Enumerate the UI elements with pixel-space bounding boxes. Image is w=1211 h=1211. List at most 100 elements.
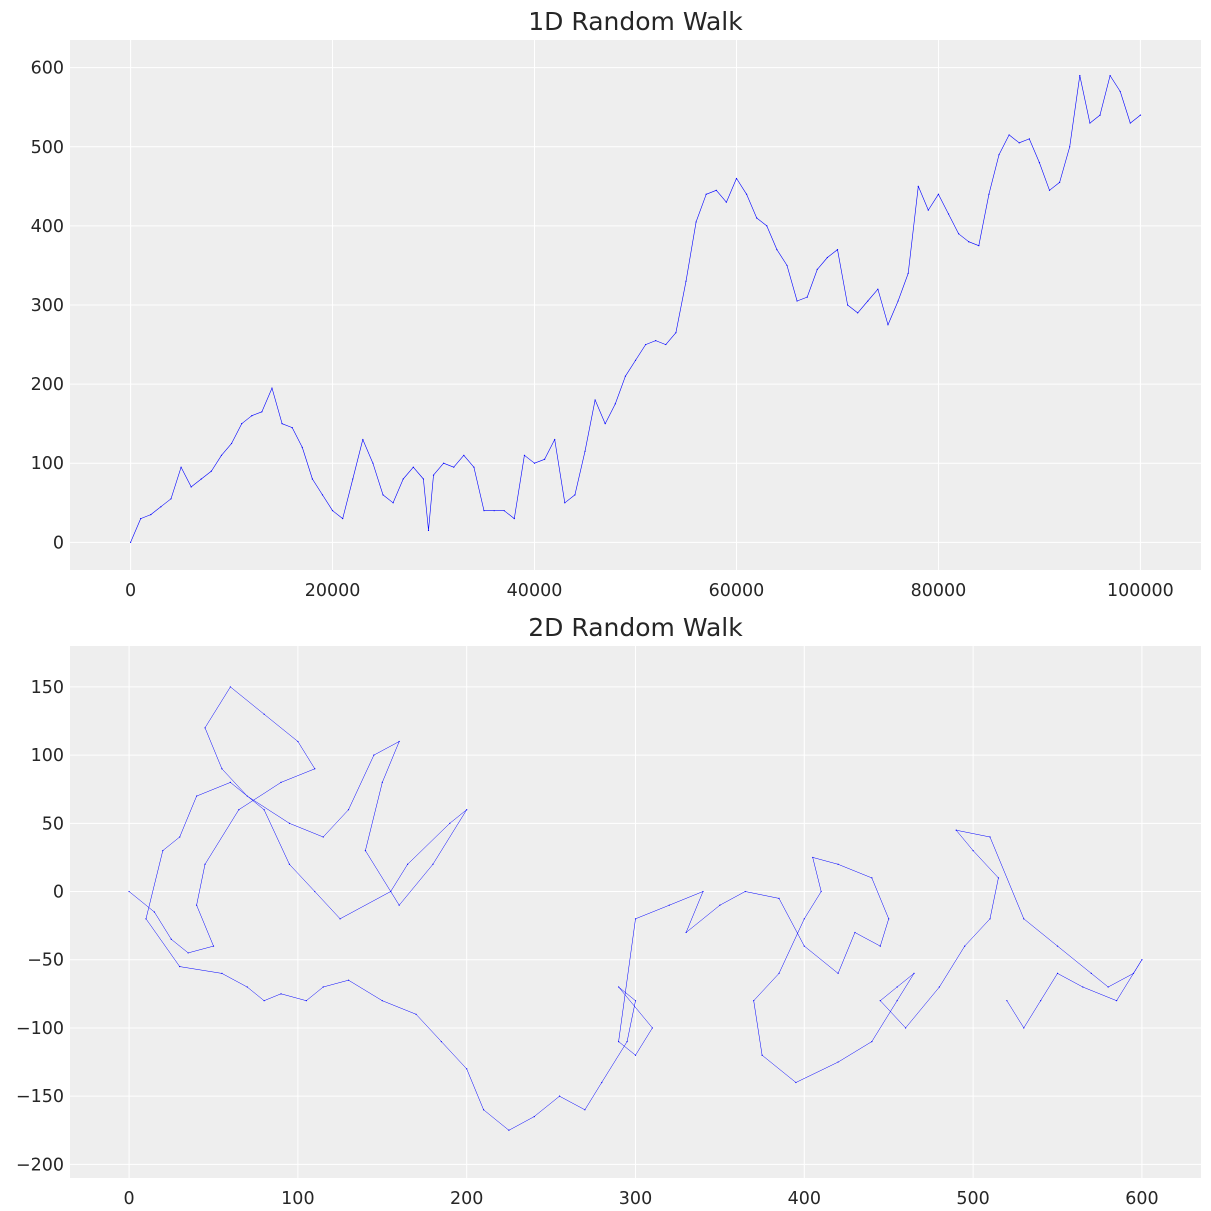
data-point [398, 904, 400, 906]
data-point [917, 185, 919, 187]
data-point [493, 510, 495, 512]
y-tick-label: 0 [53, 533, 64, 553]
x-tick-label: 200 [450, 1189, 483, 1209]
data-point [449, 822, 451, 824]
data-point [795, 1081, 797, 1084]
data-point [196, 904, 198, 906]
data-point [871, 877, 873, 879]
data-point [1018, 142, 1020, 144]
data-point [241, 423, 243, 425]
data-point [626, 1040, 628, 1043]
data-point [187, 952, 189, 954]
data-point [288, 822, 291, 824]
data-point [803, 945, 805, 947]
data-point [997, 877, 1000, 879]
data-point [311, 478, 313, 480]
data-point [372, 462, 374, 464]
data-point [989, 836, 991, 838]
data-point [473, 466, 475, 468]
data-point [261, 411, 263, 413]
data-point [422, 478, 425, 480]
data-point [803, 918, 805, 920]
data-point [339, 918, 341, 920]
data-point [212, 945, 215, 947]
data-point [618, 1040, 620, 1043]
data-point [140, 517, 142, 520]
x-tick-label: 500 [956, 1189, 989, 1209]
data-point [988, 193, 990, 195]
data-point [735, 177, 738, 180]
data-point [128, 890, 130, 893]
data-point [1109, 74, 1111, 77]
data-point [837, 972, 839, 974]
data-point [1089, 122, 1091, 124]
data-point [745, 193, 748, 195]
data-point [877, 288, 879, 290]
data-point [927, 209, 929, 211]
data-point [1008, 134, 1010, 136]
x-tick-label: 400 [788, 1189, 821, 1209]
data-point [440, 1040, 442, 1043]
data-point [1006, 1000, 1008, 1002]
data-point [364, 850, 367, 852]
data-point [896, 986, 898, 988]
data-point [190, 486, 192, 488]
data-point [904, 1027, 907, 1029]
data-point [897, 300, 899, 302]
data-point [508, 1129, 510, 1131]
data-point [806, 296, 808, 298]
data-point [443, 462, 445, 464]
data-point [665, 343, 667, 346]
data-point [1099, 114, 1101, 116]
y-tick-label: 400 [31, 217, 64, 237]
data-point [618, 986, 620, 988]
data-point [651, 1027, 653, 1029]
x-tick-label: 0 [124, 1189, 135, 1209]
data-point [352, 478, 354, 480]
data-point [1090, 972, 1092, 974]
data-point [634, 1000, 637, 1002]
y-tick-label: 100 [31, 454, 64, 474]
data-point [614, 403, 616, 405]
data-point [362, 438, 364, 441]
y-tick-label: 100 [31, 746, 64, 766]
data-point [584, 450, 586, 452]
data-point [1048, 189, 1051, 191]
chart-2d-random-walk: 0 100 200 300 400 500 600 −200 −150 −100 −50 0 50 100… [16, 613, 1201, 1209]
data-point [432, 863, 434, 865]
data-point [246, 986, 248, 988]
y-tick-label: 600 [31, 59, 64, 79]
data-point [601, 1081, 603, 1084]
data-point [887, 324, 889, 326]
data-point [229, 686, 231, 688]
data-point [989, 918, 991, 920]
data-point [204, 863, 206, 865]
gridlines [70, 40, 1201, 570]
x-tick-label: 80000 [911, 581, 967, 600]
y-tick-label: 300 [31, 296, 64, 316]
data-point [263, 809, 265, 811]
data-point [938, 986, 940, 988]
data-point [180, 466, 182, 468]
data-point [347, 809, 350, 811]
data-point [744, 890, 746, 893]
data-point [871, 1040, 873, 1043]
data-point [1056, 945, 1059, 947]
data-point [719, 904, 721, 906]
data-point [702, 890, 704, 893]
data-point [221, 972, 223, 974]
data-point [836, 249, 839, 251]
data-point [1028, 138, 1030, 140]
data-point [230, 442, 233, 445]
data-point [453, 466, 455, 468]
data-point [968, 241, 970, 243]
data-point [322, 836, 324, 838]
data-point [390, 890, 392, 893]
data-point [1038, 162, 1041, 164]
data-point [342, 517, 344, 520]
y-tick-label: 0 [53, 883, 64, 903]
data-point [766, 225, 768, 227]
data-point [947, 213, 950, 215]
data-point [196, 795, 198, 797]
data-point [937, 193, 940, 195]
